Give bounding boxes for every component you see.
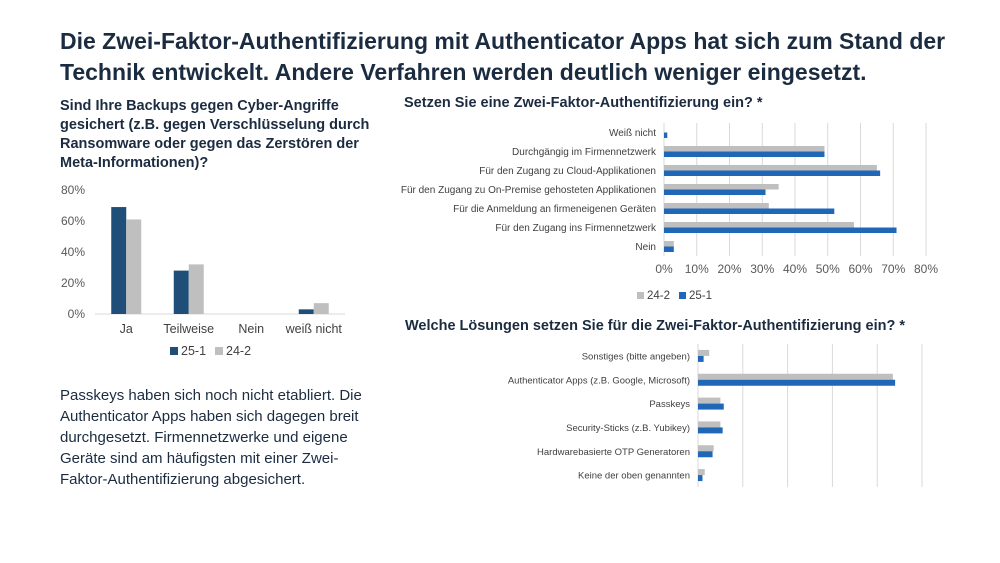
bar-25-1-3	[664, 189, 766, 195]
bar-25-1-1	[698, 379, 896, 386]
solutions-chart-title: Welche Lösungen setzen Sie für die Zwei-…	[405, 318, 906, 334]
usage-chart-title: Setzen Sie eine Zwei-Faktor-Authentifizi…	[404, 95, 763, 111]
bar-25-1-5	[698, 475, 703, 482]
bar-24-2-2	[698, 397, 721, 404]
category-label: Passkeys	[649, 399, 690, 410]
x-tick-label: 0%	[655, 262, 673, 276]
bar-25-1-0	[111, 207, 127, 314]
legend-swatch-25-1	[679, 292, 686, 299]
y-tick-label: 0%	[68, 307, 86, 321]
bar-24-2-3	[664, 184, 779, 190]
bar-25-1-4	[698, 451, 713, 458]
x-tick-label: 70%	[881, 262, 905, 276]
x-category-label: Nein	[238, 322, 264, 336]
x-tick-label: 10%	[685, 262, 709, 276]
bar-24-2-3	[698, 421, 721, 428]
y-tick-label: 20%	[61, 276, 85, 290]
x-tick-label: 40%	[783, 262, 807, 276]
bar-25-1-4	[664, 208, 835, 214]
bar-24-2-5	[664, 222, 854, 228]
x-category-label: Teilweise	[163, 322, 214, 336]
bar-25-1-6	[664, 246, 674, 252]
y-tick-label: 40%	[61, 245, 85, 259]
bar-24-2-4	[698, 445, 714, 452]
x-category-label: weiß nicht	[285, 322, 343, 336]
legend-label: 25-1	[181, 344, 206, 358]
legend-label: 24-2	[226, 344, 251, 358]
bar-25-1-1	[173, 270, 189, 314]
x-category-label: Ja	[120, 322, 133, 336]
bar-25-1-0	[698, 355, 704, 362]
category-label: Hardwarebasierte OTP Generatoren	[537, 447, 690, 458]
bar-24-2-6	[664, 241, 674, 247]
summary-note: Passkeys haben sich noch nicht etabliert…	[60, 387, 362, 488]
category-label: Sonstiges (bitte angeben)	[582, 351, 690, 362]
category-label: Security-Sticks (z.B. Yubikey)	[566, 423, 690, 434]
legend-swatch-24-2	[215, 347, 223, 355]
x-tick-label: 80%	[914, 262, 938, 276]
category-label: Für den Zugang ins Firmennetzwerk	[495, 223, 657, 234]
category-label: Für den Zugang zu Cloud-Applikationen	[479, 166, 656, 177]
legend-label: 25-1	[689, 290, 712, 302]
x-tick-label: 30%	[750, 262, 774, 276]
page-headline: Die Zwei-Faktor-Authentifizierung mit Au…	[60, 28, 946, 85]
bar-25-1-2	[664, 170, 881, 176]
category-label: Authenticator Apps (z.B. Google, Microso…	[508, 375, 690, 386]
bar-24-2-1	[188, 264, 204, 314]
bar-24-2-1	[664, 146, 825, 152]
bar-24-2-3	[313, 303, 329, 314]
legend-label: 24-2	[647, 290, 670, 302]
bar-24-2-0	[126, 219, 142, 314]
category-label: Für den Zugang zu On-Premise gehosteten …	[401, 185, 656, 196]
backup-chart-title: Sind Ihre Backups gegen Cyber-Angriffe g…	[60, 98, 370, 171]
category-label: Für die Anmeldung an firmeneigenen Gerät…	[453, 204, 656, 215]
bar-25-1-1	[664, 151, 825, 157]
category-label: Weiß nicht	[609, 128, 656, 139]
bar-25-1-3	[298, 309, 314, 314]
x-tick-label: 20%	[717, 262, 741, 276]
bar-25-1-5	[664, 227, 897, 233]
bar-25-1-2	[698, 403, 724, 410]
legend-swatch-25-1	[170, 347, 178, 355]
bar-24-2-0	[698, 349, 710, 356]
y-tick-label: 80%	[61, 183, 85, 197]
bar-25-1-3	[698, 427, 723, 434]
bar-24-2-5	[698, 469, 705, 476]
bar-24-2-2	[664, 165, 877, 171]
legend-swatch-24-2	[637, 292, 644, 299]
bar-24-2-4	[664, 203, 769, 209]
bar-24-2-1	[698, 373, 893, 380]
x-tick-label: 60%	[848, 262, 872, 276]
category-label: Nein	[635, 242, 656, 253]
category-label: Keine der oben genannten	[578, 471, 690, 482]
y-tick-label: 60%	[61, 214, 85, 228]
x-tick-label: 50%	[816, 262, 840, 276]
bar-25-1-0	[664, 132, 668, 138]
category-label: Durchgängig im Firmennetzwerk	[512, 147, 657, 158]
